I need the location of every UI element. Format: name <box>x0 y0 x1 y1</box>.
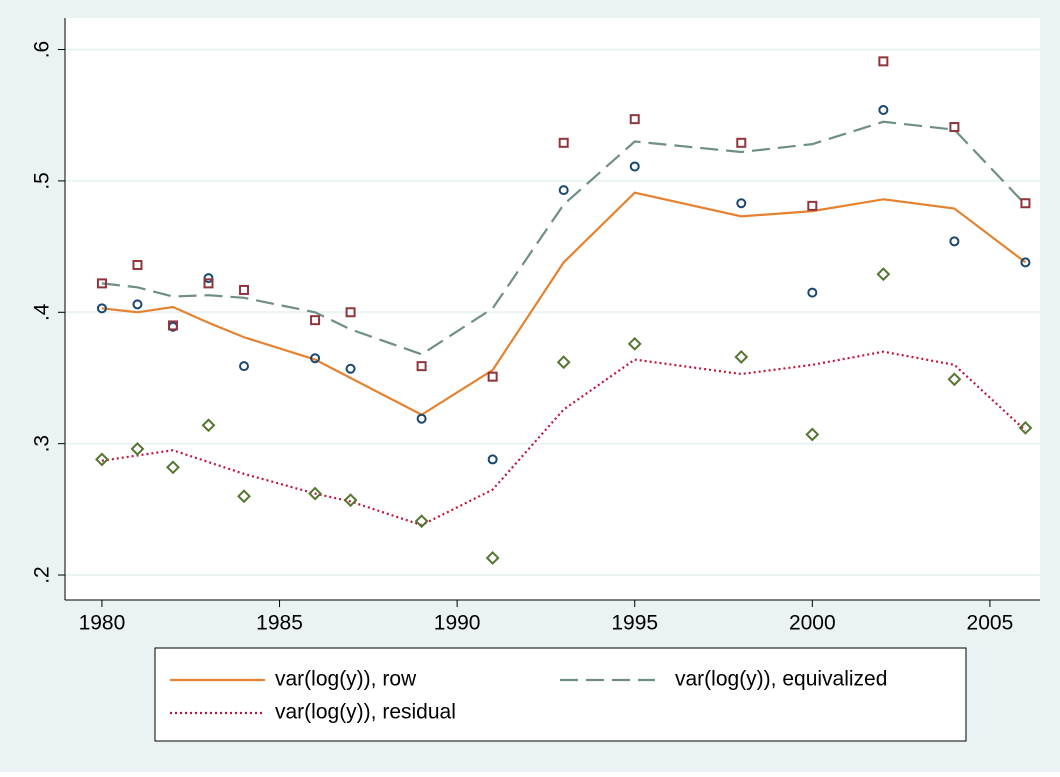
x-tick-label: 1985 <box>256 612 303 635</box>
legend-label: var(log(y)), equivalized <box>675 668 887 691</box>
point <box>627 336 642 351</box>
point <box>132 299 143 310</box>
point <box>310 315 321 326</box>
point <box>345 363 356 374</box>
series-line <box>101 191 1027 417</box>
point <box>736 137 747 148</box>
point <box>485 551 500 565</box>
point <box>556 355 571 370</box>
point <box>96 278 107 289</box>
x-tick-label: 1995 <box>611 612 658 635</box>
point <box>805 427 820 442</box>
point <box>237 489 251 504</box>
y-tick-label: .2 <box>31 566 54 584</box>
point <box>96 303 107 314</box>
point <box>201 418 216 433</box>
point <box>629 114 640 125</box>
x-tick-label: 2000 <box>789 612 836 635</box>
point <box>558 185 569 196</box>
point <box>947 372 962 387</box>
point <box>167 320 178 331</box>
point <box>203 273 214 284</box>
series-line <box>101 350 1027 527</box>
y-tick-label: .4 <box>31 303 54 321</box>
point <box>1020 257 1031 268</box>
point <box>414 514 429 529</box>
point <box>132 259 143 270</box>
point <box>1020 198 1031 209</box>
y-tick-label: .3 <box>31 435 54 453</box>
plot-area <box>65 18 1040 600</box>
point <box>558 137 569 148</box>
point <box>1018 420 1033 435</box>
x-tick-label: 1980 <box>79 612 126 635</box>
y-tick-label: .6 <box>31 41 54 59</box>
point <box>203 278 214 289</box>
point <box>416 361 427 372</box>
point <box>345 307 356 318</box>
y-tick-label: .5 <box>31 172 54 190</box>
legend-box <box>154 647 967 742</box>
point <box>878 56 889 67</box>
legend-label: var(log(y)), residual <box>275 701 456 724</box>
point <box>166 460 180 475</box>
point <box>416 413 427 424</box>
series-line <box>101 120 1027 356</box>
point <box>343 493 358 508</box>
point <box>949 236 960 247</box>
point <box>310 353 321 364</box>
point <box>239 361 250 372</box>
point <box>487 371 498 382</box>
point <box>949 122 960 133</box>
point <box>239 284 250 295</box>
point <box>807 287 818 298</box>
point <box>736 198 747 209</box>
point <box>734 350 749 364</box>
point <box>95 452 109 467</box>
point <box>878 104 889 115</box>
x-tick-label: 1990 <box>434 612 481 635</box>
point <box>876 267 891 282</box>
point <box>130 442 145 456</box>
point <box>308 486 322 501</box>
x-tick-label: 2005 <box>967 612 1014 635</box>
legend-label: var(log(y)), row <box>275 668 417 691</box>
point <box>807 200 818 211</box>
point <box>487 454 498 465</box>
point <box>629 161 640 172</box>
